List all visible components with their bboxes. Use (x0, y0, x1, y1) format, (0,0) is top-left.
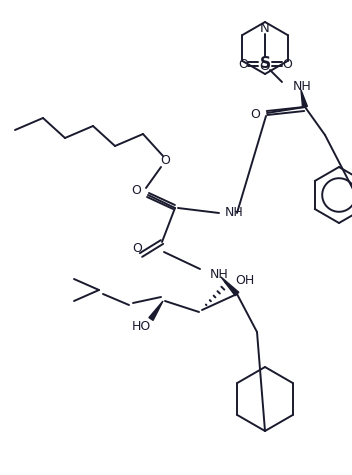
Polygon shape (149, 301, 163, 320)
Text: OH: OH (235, 274, 254, 286)
Text: O: O (260, 60, 270, 74)
Text: O: O (282, 57, 292, 70)
Text: NH: NH (293, 80, 312, 94)
Text: HO: HO (131, 321, 151, 333)
Text: NH: NH (225, 207, 244, 219)
Polygon shape (301, 90, 307, 107)
Text: O: O (250, 108, 260, 122)
Text: O: O (132, 241, 142, 255)
Text: S: S (259, 57, 270, 72)
Text: O: O (238, 57, 248, 70)
Text: O: O (131, 183, 141, 197)
Text: N: N (260, 22, 270, 36)
Text: O: O (160, 153, 170, 167)
Polygon shape (221, 277, 239, 296)
Text: NH: NH (210, 267, 229, 281)
